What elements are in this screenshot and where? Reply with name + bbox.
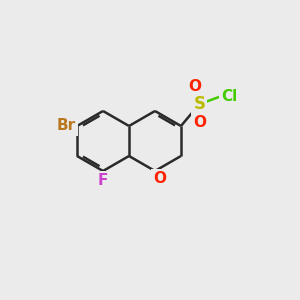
Text: F: F	[98, 173, 108, 188]
Text: O: O	[153, 171, 166, 186]
Text: Cl: Cl	[221, 89, 237, 104]
Text: O: O	[193, 115, 206, 130]
Text: O: O	[188, 79, 201, 94]
Text: Br: Br	[56, 118, 76, 134]
Text: S: S	[193, 95, 205, 113]
